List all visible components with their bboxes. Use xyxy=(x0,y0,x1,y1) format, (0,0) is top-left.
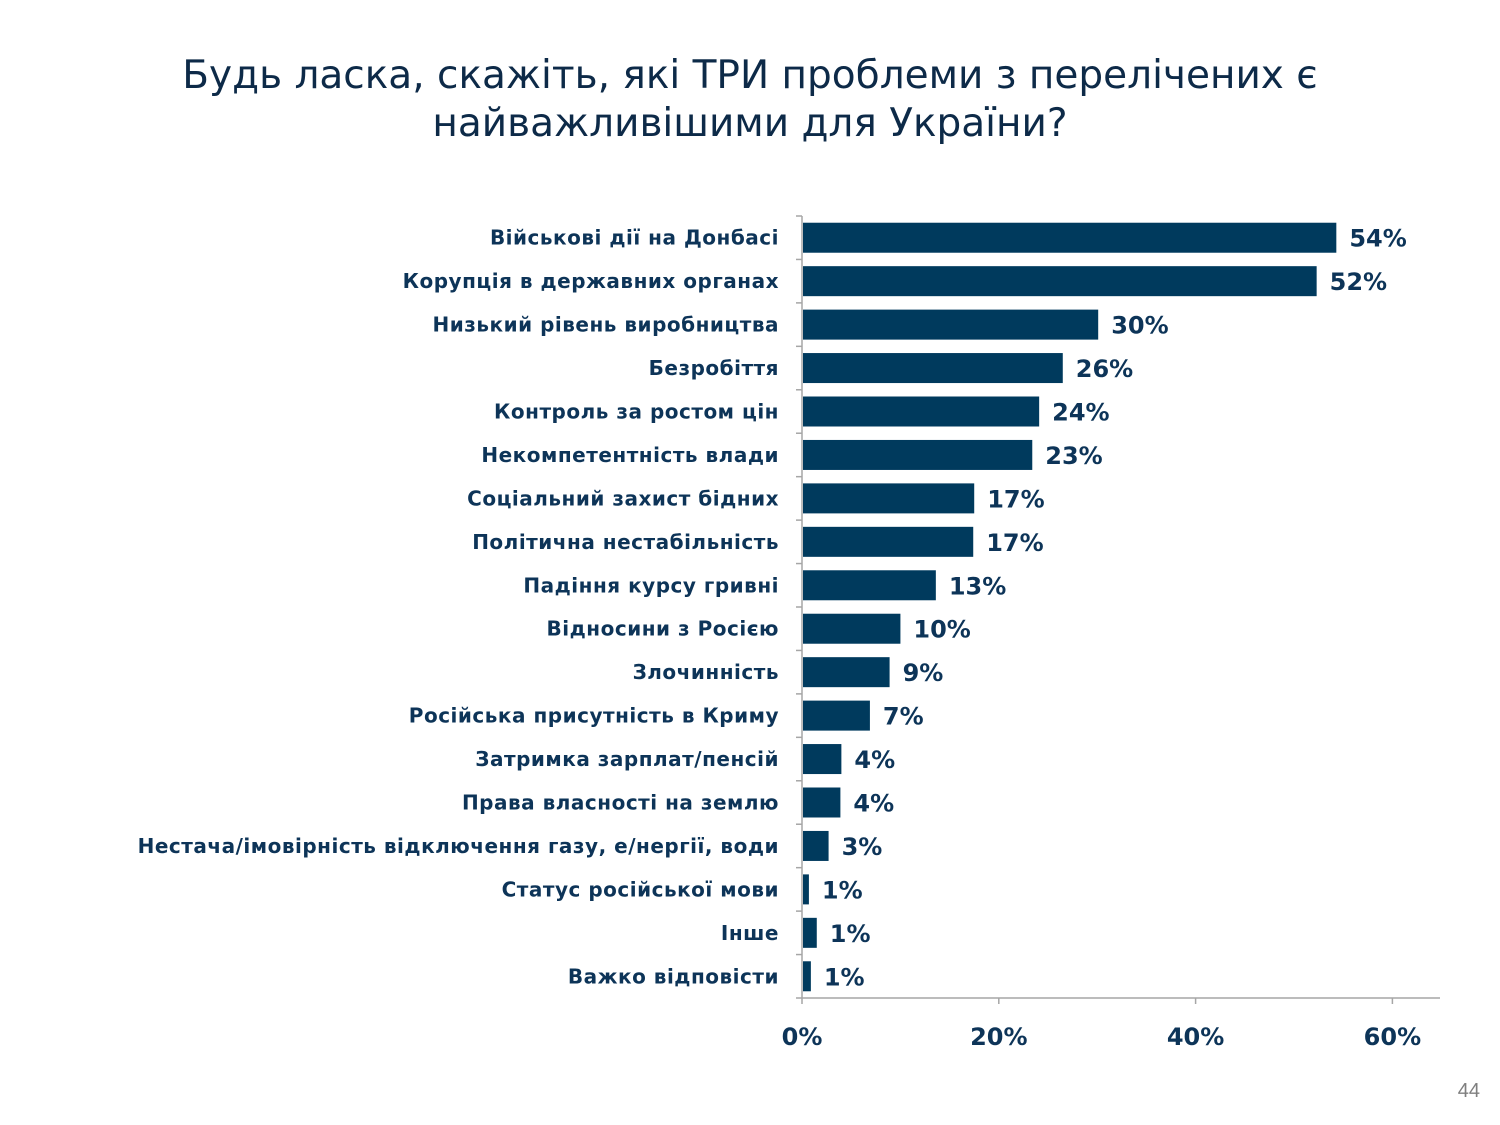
category-label: Інше xyxy=(721,921,779,945)
category-label: Некомпетентність влади xyxy=(481,443,779,467)
bar xyxy=(803,483,975,514)
category-label: Соціальний захист бідних xyxy=(467,486,779,510)
category-label: Затримка зарплат/пенсій xyxy=(475,747,779,771)
value-label: 17% xyxy=(986,529,1043,557)
slide-title: Будь ласка, скажіть, які ТРИ проблеми з … xyxy=(100,52,1400,148)
value-label: 9% xyxy=(903,659,944,687)
category-label: Права власності на землю xyxy=(462,791,779,815)
value-label: 24% xyxy=(1052,399,1109,427)
bar xyxy=(803,744,842,775)
bar xyxy=(803,961,811,992)
value-label: 23% xyxy=(1045,442,1102,470)
value-label: 30% xyxy=(1111,312,1168,340)
page-number: 44 xyxy=(1457,1080,1480,1102)
title-line-1: Будь ласка, скажіть, які ТРИ проблеми з … xyxy=(182,53,1318,98)
value-label: 4% xyxy=(854,746,895,774)
bar xyxy=(803,874,809,905)
category-label: Важко відповісти xyxy=(568,964,779,988)
bar xyxy=(803,787,841,818)
category-label: Російська присутність в Криму xyxy=(409,704,779,728)
bar xyxy=(803,917,817,948)
value-label: 52% xyxy=(1330,268,1387,296)
category-label: Безробіття xyxy=(649,356,779,380)
value-label: 4% xyxy=(853,790,894,818)
category-label: Відносини з Росією xyxy=(547,617,779,641)
value-label: 17% xyxy=(987,485,1044,513)
category-label: Злочинність xyxy=(633,660,779,684)
bar xyxy=(803,526,974,557)
value-label: 7% xyxy=(883,703,924,731)
x-tick-label: 60% xyxy=(1364,1023,1421,1051)
bar xyxy=(803,266,1317,297)
x-tick-label: 20% xyxy=(970,1023,1027,1051)
x-tick-label: 0% xyxy=(782,1023,823,1051)
bar xyxy=(803,570,936,601)
bar xyxy=(803,613,901,644)
bar xyxy=(803,353,1063,384)
value-label: 1% xyxy=(822,876,863,904)
value-label: 3% xyxy=(842,833,883,861)
value-label: 1% xyxy=(830,920,871,948)
category-label: Нестача/імовірність відключення газу, е/… xyxy=(138,834,779,858)
value-label: 54% xyxy=(1349,225,1406,253)
x-tick-label: 40% xyxy=(1167,1023,1224,1051)
value-label: 1% xyxy=(824,963,865,991)
category-label: Низький рівень виробництва xyxy=(433,313,780,337)
category-label: Статус російської мови xyxy=(502,877,779,901)
category-label: Контроль за ростом цін xyxy=(494,400,779,424)
title-line-2: найважливішими для України? xyxy=(432,101,1068,146)
bar xyxy=(803,439,1033,470)
bar xyxy=(803,309,1099,340)
bar xyxy=(803,830,829,861)
bar xyxy=(803,222,1337,253)
bar xyxy=(803,657,890,688)
bar xyxy=(803,396,1040,427)
value-label: 26% xyxy=(1076,355,1133,383)
bar xyxy=(803,700,870,731)
value-label: 10% xyxy=(913,616,970,644)
value-label: 13% xyxy=(949,572,1006,600)
category-label: Військові дії на Донбасі xyxy=(490,226,779,250)
category-label: Падіння курсу гривні xyxy=(523,573,779,597)
category-label: Корупція в державних органах xyxy=(403,269,779,293)
category-label: Політична нестабільність xyxy=(472,530,779,554)
